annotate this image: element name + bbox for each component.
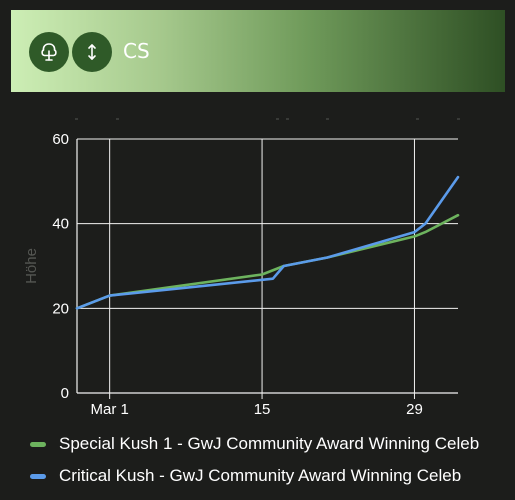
legend-label: Critical Kush - GwJ Community Award Winn… bbox=[59, 466, 462, 485]
legend-item-1[interactable]: Special Kush 1 - GwJ Community Award Win… bbox=[30, 428, 515, 460]
y-tick-label: 20 bbox=[52, 300, 69, 317]
legend-swatch bbox=[30, 441, 46, 447]
series-line-2 bbox=[75, 175, 460, 310]
x-tick-label: 15 bbox=[254, 401, 271, 418]
tree-button[interactable] bbox=[29, 32, 69, 72]
y-tick-label: 40 bbox=[52, 216, 69, 233]
vertical-arrows-icon bbox=[81, 41, 103, 63]
chart-series bbox=[75, 175, 460, 310]
y-tick-label: 60 bbox=[52, 131, 69, 148]
legend-swatch bbox=[30, 473, 46, 479]
tree-icon bbox=[38, 41, 60, 63]
plant-title: CS bbox=[123, 39, 150, 63]
height-button[interactable] bbox=[72, 32, 112, 72]
chart-legend: Special Kush 1 - GwJ Community Award Win… bbox=[30, 428, 515, 492]
legend-label: Special Kush 1 - GwJ Community Award Win… bbox=[59, 434, 480, 453]
chart-labels: 0 20 40 60 Mar 1 15 29 Höhe bbox=[23, 131, 423, 418]
chart-grid bbox=[77, 138, 458, 399]
x-tick-label: 29 bbox=[406, 401, 423, 418]
x-tick-label: Mar 1 bbox=[90, 401, 128, 418]
chart-axis bbox=[76, 139, 458, 394]
y-tick-label: 0 bbox=[61, 385, 69, 402]
y-axis-label: Höhe bbox=[23, 248, 40, 284]
plant-header: CS bbox=[11, 10, 505, 92]
height-chart: 0 20 40 60 Mar 1 15 29 Höhe bbox=[23, 118, 460, 418]
legend-item-2[interactable]: Critical Kush - GwJ Community Award Winn… bbox=[30, 460, 515, 492]
